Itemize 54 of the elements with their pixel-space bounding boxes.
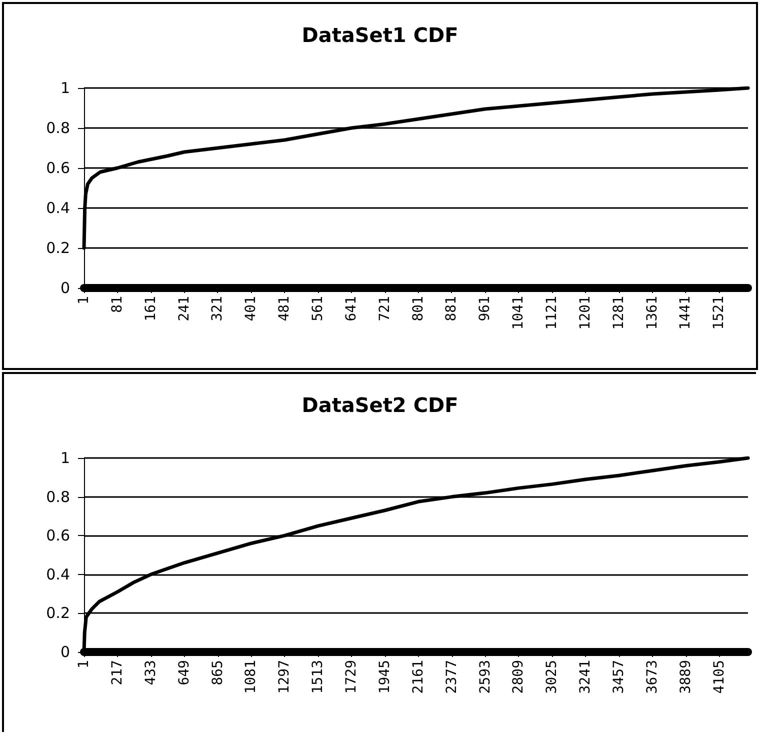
y-tick-label: 0.2 (46, 604, 70, 622)
x-tick-label: 2809 (510, 660, 527, 694)
x-tick-label: 3457 (611, 660, 628, 694)
x-tick-label: 217 (109, 660, 126, 686)
chart-title: DataSet1 CDF (302, 23, 458, 47)
x-tick-label: 1281 (610, 296, 627, 330)
x-tick-label: 561 (310, 296, 326, 322)
x-tick-label: 961 (477, 296, 494, 322)
x-tick-label: 3889 (678, 660, 694, 694)
x-tick-label: 3025 (544, 660, 560, 694)
x-tick-label: 433 (142, 660, 159, 686)
x-tick-label: 1 (76, 296, 92, 304)
x-tick-label: 881 (444, 296, 460, 322)
x-tick-label: 161 (142, 296, 159, 322)
y-tick-label: 0 (60, 279, 70, 297)
x-tick-label: 1201 (577, 296, 594, 330)
x-tick-label: 1513 (310, 660, 326, 694)
y-tick-label: 0.6 (46, 159, 70, 177)
x-tick-label: 865 (210, 660, 226, 686)
y-tick-label: 0.8 (46, 119, 70, 137)
x-tick-label: 241 (176, 296, 192, 322)
x-tick-label: 1945 (376, 660, 393, 694)
x-tick-label: 801 (410, 296, 426, 322)
y-tick-label: 0 (60, 643, 70, 661)
y-tick-label: 0.4 (46, 199, 70, 217)
x-tick-label: 1121 (544, 296, 560, 330)
x-tick-label: 4105 (711, 660, 728, 694)
x-tick-label: 641 (343, 296, 360, 322)
x-tick-label: 649 (176, 660, 192, 686)
y-tick-label: 1 (60, 79, 70, 97)
x-tick-label: 3673 (644, 660, 660, 694)
y-tick-label: 0.4 (46, 565, 70, 584)
x-tick-label: 1729 (344, 660, 360, 694)
y-tick-label: 0.2 (46, 239, 70, 257)
x-tick-label: 1041 (510, 296, 527, 330)
x-tick-label: 721 (376, 296, 393, 322)
x-tick-label: 1 (76, 660, 92, 668)
x-tick-label: 481 (276, 296, 293, 322)
x-tick-label: 81 (109, 296, 126, 313)
x-tick-label: 1441 (678, 296, 694, 330)
x-tick-label: 1361 (644, 296, 660, 330)
x-tick-label: 2593 (477, 660, 494, 694)
x-tick-label: 1081 (243, 660, 260, 694)
y-tick-label: 0.8 (46, 488, 70, 506)
x-tick-label: 1297 (276, 660, 293, 694)
x-tick-label: 401 (243, 296, 260, 322)
x-tick-label: 321 (210, 296, 226, 322)
x-tick-label: 2161 (410, 660, 426, 694)
x-tick-label: 1521 (711, 296, 728, 330)
x-tick-label: 3241 (578, 660, 594, 694)
y-tick-label: 1 (60, 449, 70, 467)
x-tick-label: 2377 (444, 660, 460, 694)
y-tick-label: 0.6 (46, 526, 70, 545)
chart-title: DataSet2 CDF (302, 393, 458, 417)
